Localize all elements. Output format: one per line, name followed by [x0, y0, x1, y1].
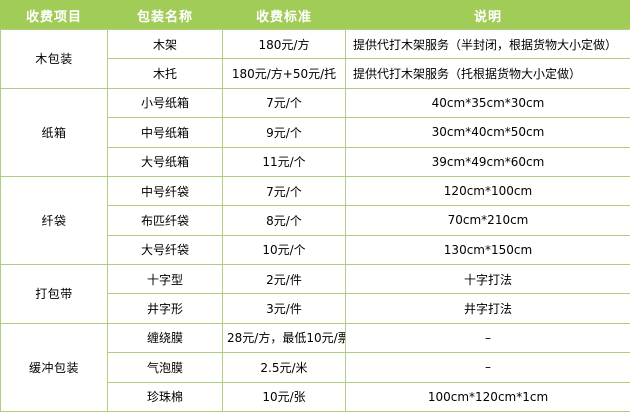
table-row: 布匹纤袋 8元/个 70cm*210cm — [1, 205, 630, 236]
packing-name-cell: 木架 — [107, 28, 223, 60]
description-cell: 39cm*49cm*60cm — [345, 146, 630, 177]
description-cell: 70cm*210cm — [345, 205, 630, 236]
column-header-fee-item: 收费项目 — [0, 0, 108, 30]
description-cell: 30cm*40cm*50cm — [345, 117, 630, 148]
table-row: 大号纤袋 10元/个 130cm*150cm — [1, 234, 630, 266]
packing-name-cell: 气泡膜 — [107, 352, 223, 383]
fee-standard-cell: 9元/个 — [222, 117, 346, 148]
packing-name-cell: 大号纤袋 — [107, 234, 223, 266]
description-cell: 十字打法 — [345, 263, 630, 295]
category-cell: 打包带 — [0, 264, 108, 324]
fee-standard-cell: 180元/方+50元/托 — [222, 58, 346, 89]
fee-standard-cell: 3元/件 — [222, 293, 346, 324]
category-cell: 缓冲包装 — [0, 322, 108, 412]
column-header-fee-standard: 收费标准 — [222, 0, 346, 30]
fee-standard-cell: 28元/方，最低10元/票 — [222, 322, 346, 354]
packing-name-cell: 大号纸箱 — [107, 146, 223, 177]
description-cell: – — [345, 352, 630, 383]
table-row: 气泡膜 2.5元/米 – — [1, 352, 630, 383]
table-row: 木包装 木架 180元/方 提供代打木架服务（半封闭，根据货物大小定做） — [0, 28, 630, 89]
table-row: 纤袋 中号纤袋 7元/个 120cm*100cm — [0, 175, 630, 266]
packing-name-cell: 缠绕膜 — [107, 322, 223, 354]
fee-standard-cell: 2.5元/米 — [222, 352, 346, 383]
packing-name-cell: 十字型 — [107, 263, 223, 295]
description-cell: 130cm*150cm — [345, 234, 630, 266]
category-cell: 纸箱 — [0, 87, 108, 177]
packing-name-cell: 珍珠棉 — [107, 381, 223, 412]
table-header-row: 收费项目 包装名称 收费标准 说明 — [0, 0, 630, 30]
description-cell: 120cm*100cm — [345, 175, 630, 207]
fee-standard-cell: 11元/个 — [222, 146, 346, 177]
column-header-description: 说明 — [345, 0, 630, 30]
packing-name-cell: 中号纤袋 — [107, 175, 223, 207]
table-row: 大号纸箱 11元/个 39cm*49cm*60cm — [1, 146, 630, 177]
description-cell: – — [345, 322, 630, 354]
table-row: 珍珠棉 10元/张 100cm*120cm*1cm — [1, 381, 630, 412]
fee-standard-cell: 10元/个 — [222, 234, 346, 266]
table-body: 木包装 木架 180元/方 提供代打木架服务（半封闭，根据货物大小定做） 木托 180元/… — [0, 28, 630, 412]
fee-standard-cell: 2元/件 — [222, 263, 346, 295]
packing-name-cell: 木托 — [107, 58, 223, 89]
table-row: 纸箱 小号纸箱 7元/个 40cm*35cm*30cm — [0, 87, 630, 177]
fee-standard-cell: 8元/个 — [222, 205, 346, 236]
fee-standard-cell: 180元/方 — [222, 28, 346, 60]
table-row: 打包带 十字型 2元/件 十字打法 — [0, 263, 630, 324]
packing-name-cell: 布匹纤袋 — [107, 205, 223, 236]
description-cell: 井字打法 — [345, 293, 630, 324]
category-cell: 纤袋 — [0, 175, 108, 266]
description-cell: 40cm*35cm*30cm — [345, 87, 630, 119]
description-cell: 100cm*120cm*1cm — [345, 381, 630, 412]
fee-standard-cell: 7元/个 — [222, 87, 346, 119]
column-header-packing-name: 包装名称 — [107, 0, 223, 30]
description-cell: 提供代打木架服务（半封闭，根据货物大小定做） — [345, 28, 630, 60]
packing-name-cell: 中号纸箱 — [107, 117, 223, 148]
fee-standard-cell: 10元/张 — [222, 381, 346, 412]
packing-name-cell: 小号纸箱 — [107, 87, 223, 119]
packing-name-cell: 井字形 — [107, 293, 223, 324]
table-row: 中号纸箱 9元/个 30cm*40cm*50cm — [1, 117, 630, 148]
category-cell: 木包装 — [0, 29, 108, 89]
description-cell: 提供代打木架服务（托根据货物大小定做） — [345, 58, 630, 89]
fee-standard-cell: 7元/个 — [222, 175, 346, 207]
table-row: 缓冲包装 缠绕膜 28元/方，最低10元/票 – — [0, 322, 630, 412]
